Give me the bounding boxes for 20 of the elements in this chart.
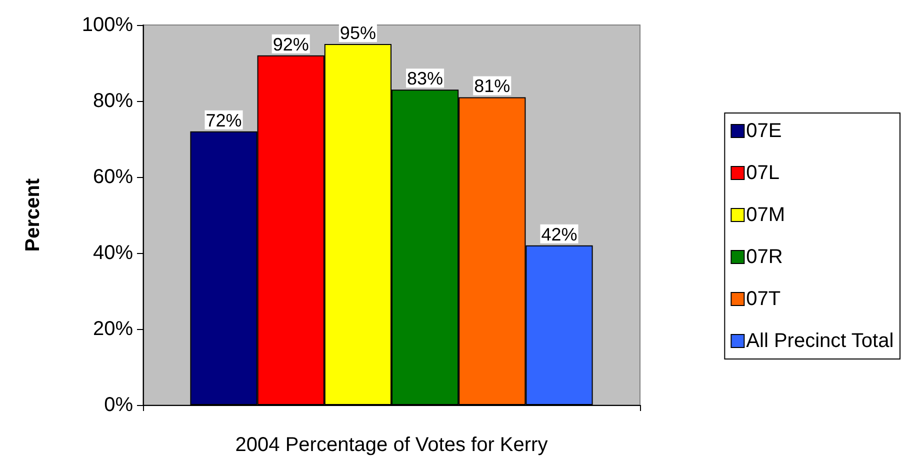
legend-label: 07T [746,288,781,310]
y-tick-label: 100% [82,14,134,36]
data-label: 95% [340,23,376,43]
data-label: 81% [474,76,510,96]
data-label: 42% [541,224,578,244]
y-tick-label: 40% [92,242,134,264]
y-axis-title: Percent [22,178,44,252]
y-tick-label: 0% [104,394,134,416]
legend-label: 07E [746,120,782,142]
data-label: 92% [272,34,309,54]
legend-label: All Precinct Total [746,330,894,352]
y-tick-label: 80% [92,90,134,112]
data-label: 72% [206,110,242,130]
data-label: 83% [407,68,444,89]
y-tick-label: 60% [92,166,134,188]
x-axis-title: 2004 Percentage of Votes for Kerry [235,434,548,456]
legend-label: 07L [746,162,780,184]
legend-label: 07R [746,246,783,268]
y-tick-label: 20% [92,318,134,340]
legend-label: 07M [746,204,786,226]
